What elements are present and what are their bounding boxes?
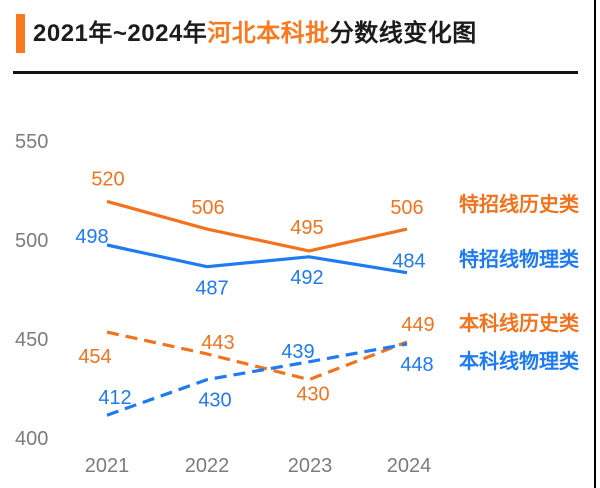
legend-item-本科线物理类: 本科线物理类: [459, 351, 579, 373]
legend-item-特招线物理类: 特招线物理类: [459, 249, 579, 271]
series-line-本科线历史类: [106, 330, 408, 382]
point-label-本科线历史类-2021: 454: [78, 346, 111, 368]
x-axis-tick-2021: 2021: [84, 455, 130, 477]
y-axis-tick-550: 550: [15, 131, 49, 153]
series-line-本科线物理类: [106, 342, 408, 417]
right-border-line: [594, 0, 596, 488]
title-highlight: 河北本科批: [207, 20, 330, 47]
title-suffix: 分数线变化图: [329, 20, 477, 47]
y-axis-tick-500: 500: [15, 230, 49, 252]
point-label-本科线历史类-2023: 430: [296, 384, 329, 406]
point-label-特招线历史类-2022: 506: [191, 197, 224, 219]
x-axis-tick-2024: 2024: [386, 455, 432, 477]
page-title: 2021年~2024年河北本科批分数线变化图: [33, 14, 477, 53]
x-axis-tick-2022: 2022: [184, 455, 230, 477]
point-label-本科线历史类-2024: 449: [401, 314, 434, 336]
point-label-本科线历史类-2022: 443: [201, 332, 234, 354]
y-axis-tick-450: 450: [15, 329, 49, 351]
series-line-特招线物理类: [106, 243, 408, 275]
point-label-本科线物理类-2024: 448: [400, 354, 433, 376]
legend-item-本科线历史类: 本科线历史类: [459, 313, 579, 335]
point-label-本科线物理类-2023: 439: [281, 341, 314, 363]
y-axis-tick-400: 400: [15, 428, 49, 450]
point-label-本科线物理类-2021: 412: [98, 387, 131, 409]
legend-item-特招线历史类: 特招线历史类: [459, 194, 579, 216]
point-label-特招线历史类-2021: 520: [91, 168, 124, 190]
point-label-特招线物理类-2023: 492: [290, 267, 323, 289]
point-label-特招线物理类-2021: 498: [75, 226, 108, 248]
title-accent-bar: [16, 14, 25, 53]
point-label-本科线物理类-2022: 430: [198, 390, 231, 412]
point-label-特招线物理类-2024: 484: [392, 251, 425, 273]
x-axis-tick-2023: 2023: [287, 455, 333, 477]
point-label-特招线物理类-2022: 487: [195, 278, 228, 300]
point-label-特招线历史类-2023: 495: [290, 217, 323, 239]
point-label-特招线历史类-2024: 506: [390, 197, 423, 219]
title-prefix: 2021年~2024年: [33, 20, 208, 47]
series-line-特招线历史类: [106, 199, 408, 253]
header-divider: [13, 71, 578, 74]
